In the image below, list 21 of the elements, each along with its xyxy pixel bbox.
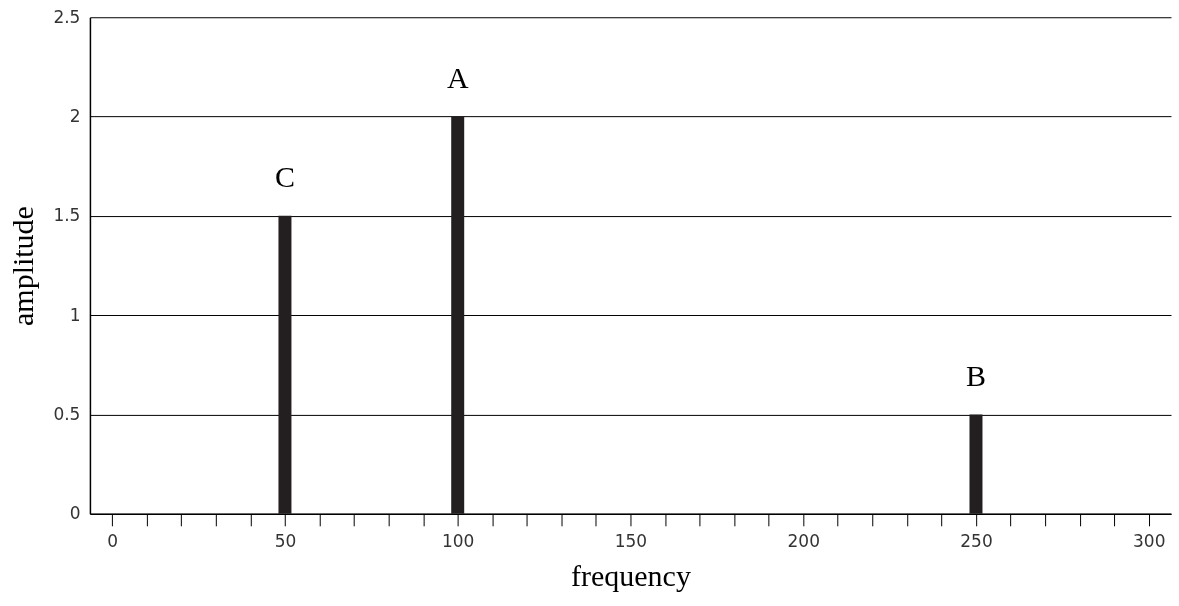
x-tick-label: 300 bbox=[1133, 531, 1166, 552]
x-tick-label: 50 bbox=[274, 531, 297, 552]
y-tick-label: 1 bbox=[69, 304, 81, 325]
x-axis-title: frequency bbox=[571, 559, 691, 593]
x-tick-label: 0 bbox=[107, 531, 119, 552]
x-tick-label: 100 bbox=[442, 531, 475, 552]
bar bbox=[451, 116, 465, 514]
x-tick-label: 150 bbox=[614, 531, 648, 552]
x-tick-label: 200 bbox=[787, 531, 820, 552]
bar bbox=[969, 414, 983, 514]
y-axis-title: amplitude bbox=[6, 206, 40, 326]
y-tick-label: 2 bbox=[69, 106, 81, 127]
annotation: C bbox=[274, 159, 295, 193]
y-tick-label: 0 bbox=[69, 503, 81, 524]
annotation: A bbox=[446, 60, 469, 94]
bar bbox=[278, 215, 292, 514]
annotation: B bbox=[965, 358, 986, 392]
y-tick-label: 0.5 bbox=[53, 404, 81, 424]
y-tick-label: 2.5 bbox=[53, 6, 81, 27]
y-tick-label: 1.5 bbox=[53, 205, 81, 226]
x-tick-label: 250 bbox=[960, 531, 993, 552]
